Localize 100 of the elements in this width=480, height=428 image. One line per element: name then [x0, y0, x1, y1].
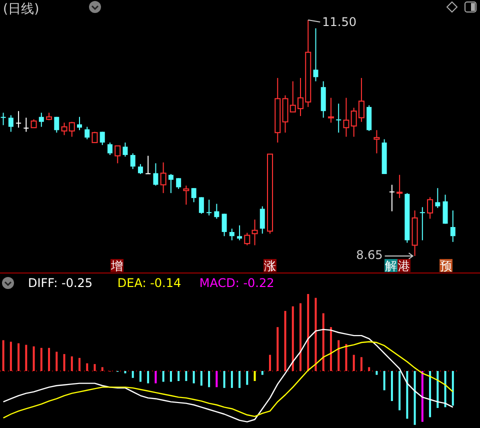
bar — [208, 371, 210, 388]
candlestick — [198, 196, 204, 214]
bar — [269, 354, 272, 371]
bar — [238, 371, 241, 388]
candlestick — [366, 104, 372, 132]
bar — [178, 371, 180, 382]
annotation: 8.65 — [356, 248, 383, 262]
bar — [170, 371, 172, 382]
bar — [436, 371, 439, 408]
bar — [398, 371, 401, 410]
bar — [322, 313, 324, 371]
bar — [284, 310, 286, 371]
candlestick — [146, 155, 151, 175]
candlestick — [24, 117, 29, 132]
bar — [2, 340, 4, 371]
candlestick — [191, 188, 196, 203]
candlestick — [176, 178, 182, 190]
bar — [32, 346, 35, 371]
bar — [261, 371, 264, 375]
candlestick — [8, 114, 14, 132]
candlestick — [122, 142, 128, 158]
bar — [25, 344, 28, 371]
candlestick — [160, 162, 166, 194]
bar — [368, 367, 370, 371]
candlestick — [336, 103, 342, 134]
candlestick — [0, 112, 6, 126]
candlestick — [100, 131, 105, 146]
candlestick — [435, 188, 440, 208]
candlestick — [168, 174, 174, 194]
candlestick — [396, 174, 403, 199]
candlestick — [389, 184, 394, 212]
bar — [78, 358, 81, 371]
text: 预 — [440, 259, 452, 273]
bar — [330, 327, 332, 371]
bar — [376, 371, 378, 375]
candlestick — [442, 194, 448, 224]
bar — [360, 357, 362, 371]
candlestick — [153, 162, 158, 186]
bar — [200, 371, 202, 386]
candlestick — [54, 116, 60, 134]
candlestick — [427, 196, 434, 220]
candlestick — [16, 110, 22, 128]
candlestick — [260, 206, 265, 234]
bar — [139, 371, 142, 382]
bar — [254, 371, 256, 382]
candlestick — [38, 112, 44, 128]
bar — [56, 352, 58, 371]
candlestick — [107, 142, 112, 156]
candlestick — [252, 219, 258, 246]
chart-title: (日线) — [3, 2, 40, 17]
bar — [276, 327, 279, 371]
bar — [63, 354, 66, 371]
bar — [154, 371, 157, 384]
bar — [132, 371, 134, 378]
candlestick — [450, 210, 456, 242]
candlestick — [77, 116, 82, 131]
series-label: MACD: -0.22 — [199, 276, 274, 290]
candlestick — [420, 206, 425, 241]
bar — [147, 371, 150, 384]
bar — [345, 344, 348, 371]
bar — [314, 298, 317, 371]
candlestick — [84, 126, 90, 140]
bar — [421, 371, 424, 422]
bar — [86, 363, 88, 371]
candlestick — [222, 213, 227, 237]
text: 解 — [385, 259, 397, 273]
bar — [338, 340, 340, 371]
bar — [94, 364, 96, 371]
bar — [299, 303, 302, 371]
annotation: 11.50 — [322, 15, 356, 29]
bar — [216, 371, 218, 388]
candlestick — [138, 164, 143, 175]
bar — [223, 371, 226, 388]
bar — [192, 371, 195, 384]
bar — [383, 371, 386, 390]
bar — [307, 294, 310, 371]
candlestick — [130, 152, 136, 170]
bar — [40, 348, 42, 371]
candlestick — [374, 130, 380, 154]
candlestick — [214, 203, 220, 220]
text: DEA: -0.14 — [117, 276, 182, 290]
candlestick — [237, 224, 242, 241]
bar — [10, 342, 12, 371]
text: DIFF: -0.25 — [28, 276, 93, 290]
bar — [230, 371, 233, 388]
bar — [246, 371, 248, 385]
bar — [185, 371, 188, 382]
bar — [162, 371, 164, 382]
candlestick — [328, 97, 334, 124]
candlestick — [206, 199, 212, 216]
candlestick — [244, 232, 250, 246]
bar — [444, 371, 446, 408]
candlestick — [114, 145, 121, 164]
bar — [292, 306, 294, 371]
bar — [48, 348, 50, 371]
bar — [406, 371, 408, 419]
bar — [70, 356, 73, 371]
text: 涨 — [264, 259, 276, 273]
bar — [352, 354, 355, 371]
bar — [429, 371, 432, 418]
